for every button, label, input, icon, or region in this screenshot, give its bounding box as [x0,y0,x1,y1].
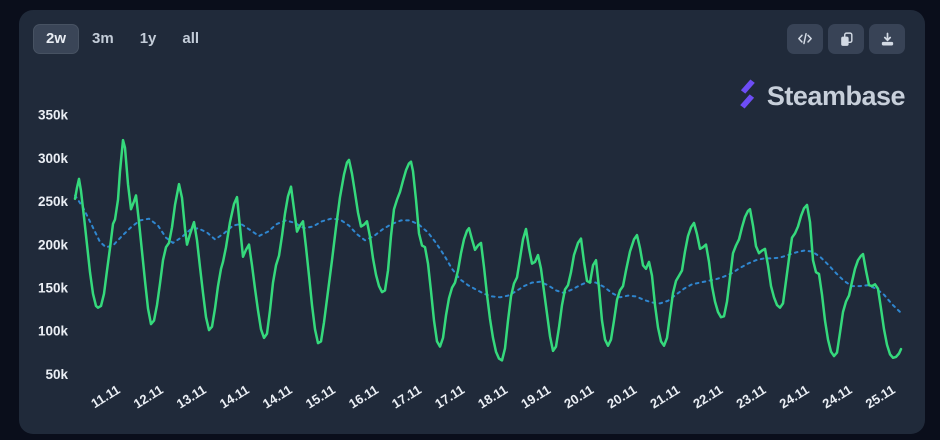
x-axis-labels: 11.11 12.11 13.11 14.11 14.11 15.11 16.11 17.11… [88,382,897,412]
x-tick-label: 14.11 [260,382,295,412]
code-icon [796,30,814,48]
x-tick-label: 17.11 [389,382,424,412]
y-tick-label: 350k [38,108,69,123]
range-button-all[interactable]: all [169,24,212,54]
y-tick-label: 150k [38,281,69,296]
x-tick-label: 20.11 [561,382,596,412]
x-tick-label: 24.11 [820,382,855,412]
time-range-selector: 2w 3m 1y all [33,24,212,54]
x-tick-label: 24.11 [777,382,812,412]
x-tick-label: 15.11 [303,382,338,412]
range-button-1y[interactable]: 1y [127,24,170,54]
players-line [73,138,903,362]
steambase-logo-text: Steambase [766,81,906,111]
steambase-logo-icon [737,79,758,114]
chart-series [73,138,903,362]
x-tick-label: 19.11 [518,382,553,412]
average-line [74,194,902,314]
y-axis-labels: 350k 300k 250k 200k 150k 100k 50k [38,108,69,382]
y-tick-label: 200k [38,237,69,252]
x-tick-label: 20.11 [604,382,639,412]
y-tick-label: 250k [38,194,69,209]
x-tick-label: 17.11 [432,382,467,412]
copy-icon [838,31,855,48]
y-tick-label: 100k [38,324,69,339]
x-tick-label: 23.11 [734,382,769,412]
copy-button[interactable] [828,24,864,54]
download-button[interactable] [869,24,905,54]
x-tick-label: 13.11 [174,382,209,412]
x-tick-label: 21.11 [647,382,682,412]
x-tick-label: 22.11 [690,382,725,412]
embed-code-button[interactable] [787,24,823,54]
x-tick-label: 14.11 [217,382,252,412]
y-tick-label: 300k [38,151,69,166]
y-tick-label: 50k [45,367,68,382]
range-button-3m[interactable]: 3m [79,24,127,54]
range-button-2w[interactable]: 2w [33,24,80,54]
x-tick-label: 12.11 [131,382,166,412]
x-tick-label: 11.11 [88,382,122,411]
steambase-logo: Steambase [737,79,906,114]
chart-actions [787,24,905,54]
x-tick-label: 16.11 [346,382,381,412]
x-tick-label: 18.11 [475,382,510,412]
x-tick-label: 25.11 [863,382,898,412]
chart-card [19,10,925,434]
download-icon [879,31,896,48]
